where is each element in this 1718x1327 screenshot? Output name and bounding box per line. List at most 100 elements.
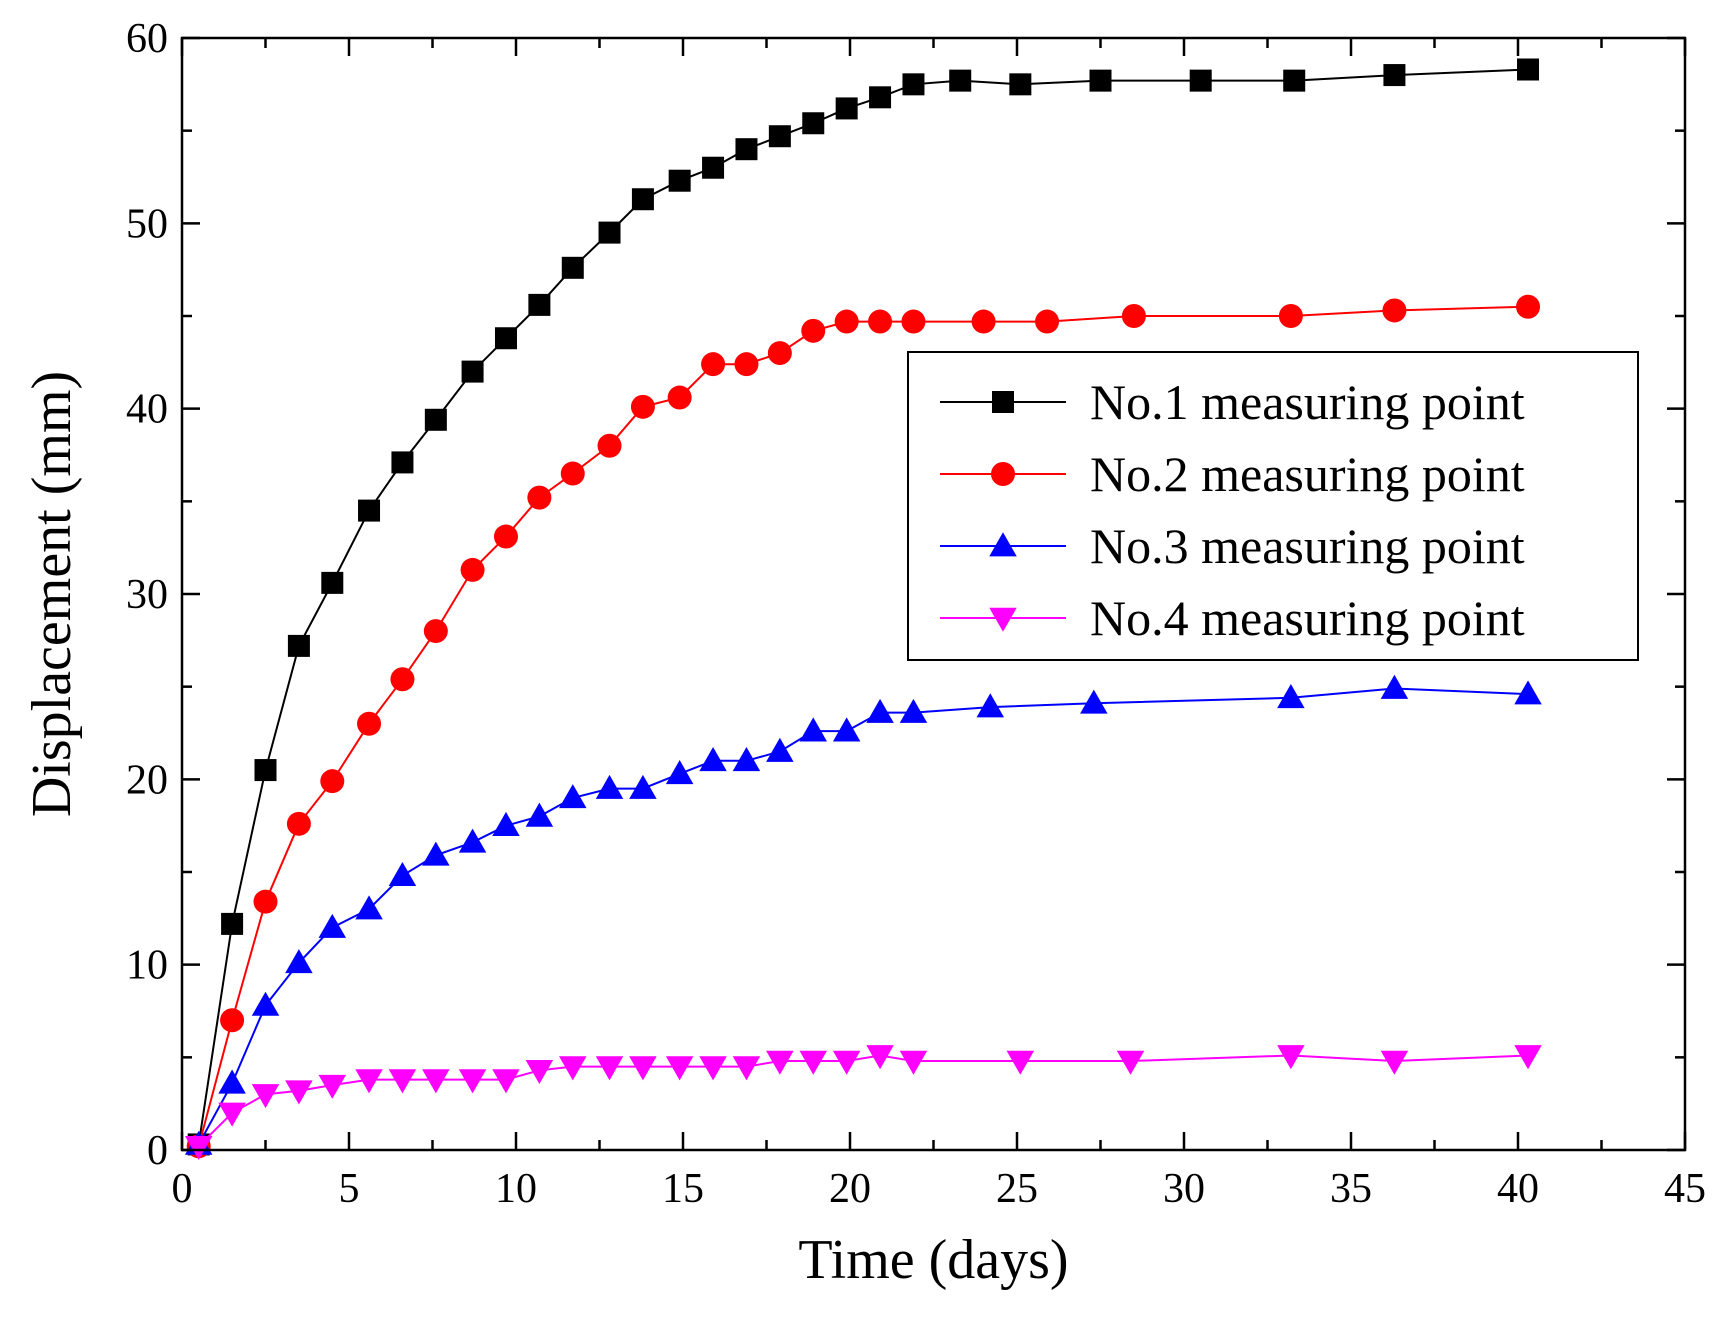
series-1-point bbox=[869, 86, 892, 109]
series-2-point bbox=[493, 524, 518, 549]
series-1-point bbox=[424, 408, 447, 431]
y-axis-title: Displacement (mm) bbox=[21, 371, 83, 817]
x-tick-label: 40 bbox=[1497, 1166, 1539, 1212]
series-1-point bbox=[254, 759, 277, 782]
series-4-point bbox=[388, 1069, 417, 1094]
x-tick-label: 15 bbox=[662, 1166, 704, 1212]
series-1-point bbox=[1089, 69, 1112, 92]
series-3 bbox=[184, 674, 1542, 1155]
series-4-point bbox=[1380, 1050, 1409, 1075]
series-3-point bbox=[458, 828, 487, 853]
series-2-point bbox=[253, 889, 278, 914]
y-tick-label: 30 bbox=[126, 572, 168, 618]
series-3-point bbox=[976, 693, 1005, 718]
legend-marker-4 bbox=[989, 607, 1017, 632]
series-2-point bbox=[286, 811, 311, 836]
series-3-point bbox=[629, 774, 657, 799]
x-tick-label: 30 bbox=[1163, 1166, 1205, 1212]
legend-entry-no4: No.4 measuring point bbox=[940, 590, 1525, 646]
series-1-point bbox=[1517, 58, 1540, 81]
y-tick-label: 0 bbox=[147, 1128, 168, 1174]
series-1-point bbox=[1283, 69, 1306, 92]
series-2-line bbox=[197, 305, 1529, 1147]
series-3-point bbox=[732, 747, 761, 772]
legend-swatch-4 bbox=[940, 607, 1066, 632]
series-1-point bbox=[287, 634, 310, 657]
y-tick-label: 10 bbox=[126, 943, 168, 989]
series-2-point bbox=[701, 352, 726, 377]
legend-entry-no3: No.3 measuring point bbox=[940, 518, 1525, 574]
series-4-point bbox=[799, 1050, 828, 1075]
series-4-point bbox=[458, 1069, 487, 1094]
series-3-point bbox=[595, 774, 624, 799]
y-tick-label: 40 bbox=[126, 387, 168, 433]
x-tick-label: 25 bbox=[996, 1166, 1038, 1212]
series-1-point bbox=[668, 169, 691, 192]
series-4-point bbox=[732, 1056, 761, 1081]
series-2-point bbox=[868, 309, 893, 334]
series-3-point bbox=[492, 811, 520, 836]
series-4-point bbox=[492, 1069, 520, 1094]
series-4-point bbox=[1006, 1050, 1035, 1075]
series-4-point bbox=[559, 1056, 587, 1081]
series-4-point bbox=[899, 1050, 928, 1075]
series-1-point bbox=[768, 125, 791, 148]
x-tick-label: 5 bbox=[339, 1166, 360, 1212]
series-3-point bbox=[251, 991, 280, 1016]
legend-label-no1: No.1 measuring point bbox=[1090, 374, 1525, 430]
series-3-point bbox=[665, 760, 694, 785]
series-2-point bbox=[901, 309, 926, 334]
series-4-point bbox=[218, 1102, 246, 1127]
series-3-point bbox=[766, 737, 794, 762]
series-3-point bbox=[1277, 684, 1305, 709]
series-4 bbox=[184, 1045, 1542, 1161]
series-2-point bbox=[1121, 304, 1146, 328]
series-4-point bbox=[525, 1059, 554, 1085]
series-4-point bbox=[318, 1074, 347, 1099]
series-3-point bbox=[799, 717, 828, 742]
series-1-point bbox=[528, 293, 551, 316]
series-2-point bbox=[1278, 304, 1303, 328]
legend: No.1 measuring point No.2 measuring poin… bbox=[907, 351, 1639, 661]
legend-entry-no2: No.2 measuring point bbox=[940, 446, 1525, 502]
axes-group: 0 5 10 15 20 25 30 35 40 45 0 10 20 30 40 50 60 bbox=[126, 16, 1706, 1212]
series-4-point bbox=[1277, 1045, 1305, 1070]
series-3-point bbox=[355, 895, 383, 920]
series-2-point bbox=[423, 619, 448, 644]
series-2-point bbox=[560, 461, 585, 486]
series-2-point bbox=[390, 667, 415, 692]
series-4-point bbox=[595, 1056, 624, 1081]
series-1-point bbox=[702, 156, 725, 179]
series-1 bbox=[187, 58, 1540, 1156]
y-tick-label: 60 bbox=[126, 16, 168, 62]
series-4-point bbox=[866, 1045, 894, 1070]
plot-frame bbox=[180, 36, 1687, 1152]
series-layer bbox=[184, 58, 1542, 1161]
legend-marker-3 bbox=[989, 532, 1017, 557]
series-1-point bbox=[949, 69, 972, 92]
series-3-point bbox=[699, 747, 727, 772]
series-3-point bbox=[525, 802, 554, 827]
series-4-point bbox=[184, 1135, 213, 1161]
series-2-point bbox=[1516, 294, 1541, 319]
series-1-point bbox=[221, 912, 244, 935]
series-2-point bbox=[667, 385, 692, 410]
series-2-point bbox=[630, 394, 655, 419]
series-1-point bbox=[1009, 73, 1032, 96]
series-1-point bbox=[631, 188, 654, 211]
legend-swatch-1 bbox=[940, 391, 1066, 413]
legend-label-no3: No.3 measuring point bbox=[1090, 518, 1525, 574]
series-1-point bbox=[358, 499, 381, 522]
series-1-point bbox=[494, 327, 517, 350]
series-1-point bbox=[1189, 69, 1212, 92]
series-4-point bbox=[629, 1056, 657, 1081]
x-tick-label: 0 bbox=[172, 1166, 193, 1212]
series-4-point bbox=[665, 1056, 694, 1081]
legend-label-no2: No.2 measuring point bbox=[1090, 446, 1525, 502]
x-tick-label: 20 bbox=[829, 1166, 871, 1212]
series-3-point bbox=[422, 841, 450, 866]
series-2-point bbox=[734, 352, 759, 377]
series-4-point bbox=[251, 1084, 280, 1109]
